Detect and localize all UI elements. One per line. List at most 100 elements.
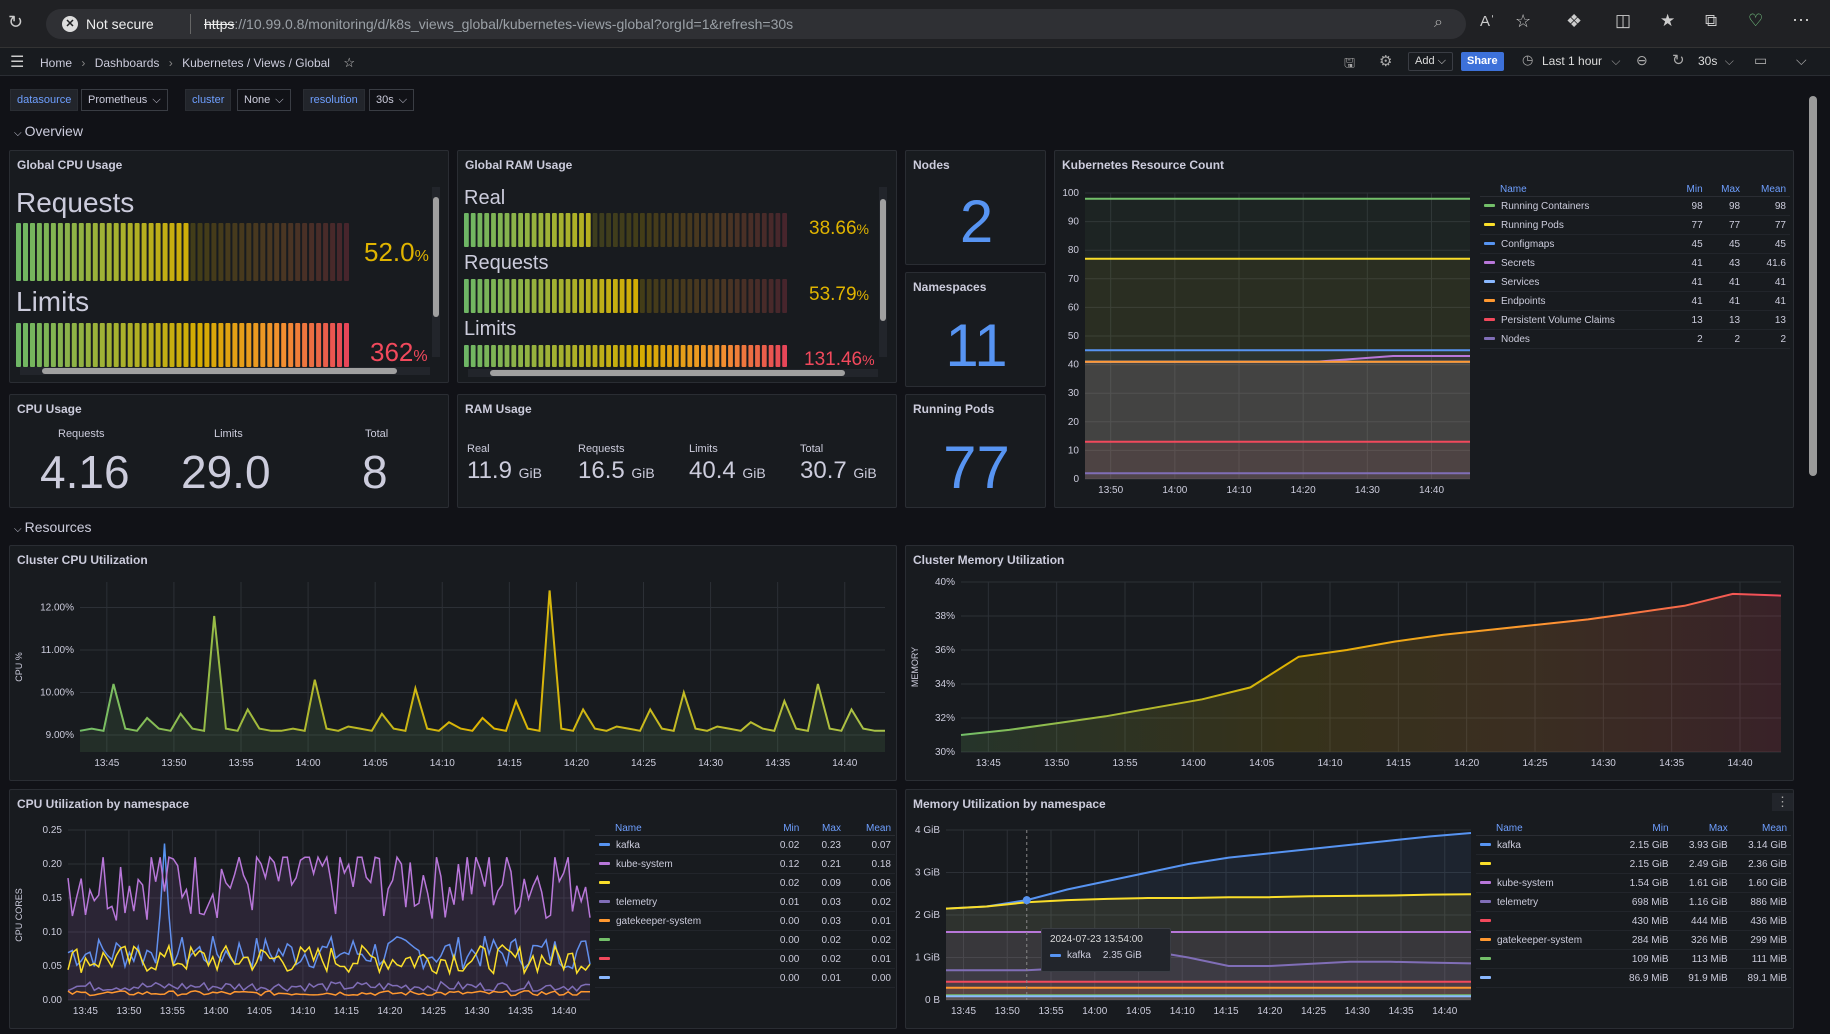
legend-row[interactable]: 0.00 0.02 0.01 xyxy=(595,949,895,969)
legend-row[interactable]: 430 MiB 444 MiB 436 MiB xyxy=(1476,911,1791,931)
gauge-cell xyxy=(344,323,349,367)
legend-row[interactable]: 0.00 0.01 0.00 xyxy=(595,968,895,988)
legend-value: 326 MiB xyxy=(1672,930,1732,950)
gauge-cell xyxy=(148,323,154,367)
variable-select-resolution[interactable]: 30s ⌵ xyxy=(369,89,415,111)
row-resources[interactable]: ⌵ Resources xyxy=(14,519,92,535)
legend-row[interactable]: 2.15 GiB 2.49 GiB 2.36 GiB xyxy=(1476,854,1791,874)
legend-row[interactable]: Secrets 41 43 41.6 xyxy=(1480,253,1790,273)
time-range-picker[interactable]: Last 1 hour ⌵ xyxy=(1542,54,1621,68)
legend-header-name[interactable]: Name xyxy=(1480,183,1674,197)
legend-row[interactable]: telemetry 698 MiB 1.16 GiB 886 MiB xyxy=(1476,892,1791,912)
zoom-icon[interactable]: ⌕ xyxy=(1434,14,1443,31)
address-bar[interactable]: ✕ Not secure https://10.99.0.8/monitorin… xyxy=(46,9,1466,39)
settings-gear-icon[interactable]: ⚙ xyxy=(1379,53,1393,70)
legend-header-mean[interactable]: Mean xyxy=(1744,183,1790,197)
legend-row[interactable]: Endpoints 41 41 41 xyxy=(1480,291,1790,311)
scrollbar-thumb[interactable] xyxy=(880,199,886,321)
gauge-cell xyxy=(464,345,469,367)
page-scrollbar[interactable] xyxy=(1806,78,1820,1034)
legend-header-min[interactable]: Min xyxy=(761,822,804,836)
legend-row[interactable]: 109 MiB 113 MiB 111 MiB xyxy=(1476,949,1791,969)
not-secure-label[interactable]: Not secure xyxy=(86,16,154,32)
legend-value: 698 MiB xyxy=(1613,892,1673,912)
scrollbar-thumb[interactable] xyxy=(42,368,397,374)
legend-row[interactable]: kube-system 1.54 GiB 1.61 GiB 1.60 GiB xyxy=(1476,873,1791,893)
add-button[interactable]: Add ⌵ xyxy=(1408,52,1453,71)
menu-icon[interactable]: ☰ xyxy=(10,54,25,71)
share-button[interactable]: Share xyxy=(1461,52,1504,71)
url-text[interactable]: https://10.99.0.8/monitoring/d/k8s_views… xyxy=(204,16,793,32)
breadcrumb-current[interactable]: Kubernetes / Views / Global xyxy=(182,56,330,70)
gauge-cell xyxy=(239,323,245,367)
read-aloud-icon[interactable]: Aˈ xyxy=(1480,13,1495,30)
legend-header-min[interactable]: Min xyxy=(1673,183,1707,197)
scrollbar-thumb[interactable] xyxy=(433,197,439,317)
tv-mode-icon[interactable]: ▭ xyxy=(1754,52,1768,68)
legend-header-max[interactable]: Max xyxy=(1672,822,1732,836)
vertical-scrollbar[interactable] xyxy=(879,187,887,357)
legend-row[interactable]: Configmaps 45 45 45 xyxy=(1480,234,1790,254)
legend-row[interactable]: Persistent Volume Claims 13 13 13 xyxy=(1480,310,1790,330)
legend-row[interactable]: telemetry 0.01 0.03 0.02 xyxy=(595,892,895,912)
legend-row[interactable]: gatekeeper-system 284 MiB 326 MiB 299 MiB xyxy=(1476,930,1791,950)
refresh-interval-picker[interactable]: 30s ⌵ xyxy=(1698,54,1734,68)
breadcrumb-home[interactable]: Home xyxy=(40,56,73,70)
legend-row[interactable]: 0.00 0.02 0.02 xyxy=(595,930,895,950)
horizontal-scrollbar[interactable] xyxy=(468,369,878,377)
gauge-cell xyxy=(288,223,294,281)
vertical-scrollbar[interactable] xyxy=(432,187,440,357)
legend-header-max[interactable]: Max xyxy=(803,822,845,836)
legend-label: kafka xyxy=(616,839,640,851)
legend-header-max[interactable]: Max xyxy=(1706,183,1745,197)
row-overview[interactable]: ⌵ Overview xyxy=(14,123,83,139)
legend-row[interactable]: Running Containers 98 98 98 xyxy=(1480,196,1790,216)
legend-header-name[interactable]: Name xyxy=(1476,822,1614,836)
gauge-cell xyxy=(538,345,544,367)
legend-label: Running Pods xyxy=(1501,219,1564,231)
scrollbar-thumb[interactable] xyxy=(490,370,845,376)
zoom-out-icon[interactable]: ⊖ xyxy=(1636,52,1648,68)
legend-name: kafka xyxy=(595,835,762,855)
split-screen-icon[interactable]: ◫ xyxy=(1615,11,1632,30)
favorites-icon[interactable]: ★ xyxy=(1660,11,1676,30)
legend-row[interactable]: Running Pods 77 77 77 xyxy=(1480,215,1790,235)
legend-row[interactable]: 0.02 0.09 0.06 xyxy=(595,873,895,893)
gauge-cell xyxy=(748,213,754,247)
favorite-star-icon[interactable]: ☆ xyxy=(1515,11,1532,31)
legend-header-name[interactable]: Name xyxy=(595,822,762,836)
gauge-cell xyxy=(572,213,578,247)
horizontal-scrollbar[interactable] xyxy=(20,367,430,375)
collections-icon[interactable]: ⧉ xyxy=(1705,11,1718,30)
legend-row[interactable]: kafka 0.02 0.23 0.07 xyxy=(595,835,895,855)
legend-row[interactable]: kafka 2.15 GiB 3.93 GiB 3.14 GiB xyxy=(1476,835,1791,855)
legend-header-min[interactable]: Min xyxy=(1613,822,1673,836)
panel-menu-icon[interactable]: ⋮ xyxy=(1772,793,1793,811)
more-menu-icon[interactable]: ⋯ xyxy=(1792,10,1810,30)
legend-value: 0.01 xyxy=(803,968,845,988)
reload-icon[interactable]: ↻ xyxy=(8,12,24,32)
variable-select-datasource[interactable]: Prometheus ⌵ xyxy=(81,89,168,111)
star-icon[interactable]: ☆ xyxy=(343,55,355,70)
legend-name: Configmaps xyxy=(1480,234,1674,254)
legend-row[interactable]: 86.9 MiB 91.9 MiB 89.1 MiB xyxy=(1476,968,1791,988)
legend-row[interactable]: gatekeeper-system 0.00 0.03 0.01 xyxy=(595,911,895,931)
scrollbar-thumb[interactable] xyxy=(1809,96,1817,476)
breadcrumb-dashboards[interactable]: Dashboards xyxy=(94,56,160,70)
legend-name: Secrets xyxy=(1480,253,1674,273)
series-line xyxy=(67,854,591,921)
chevron-down-icon[interactable]: ⌵ xyxy=(1796,52,1807,68)
extensions-icon[interactable]: ❖ xyxy=(1566,11,1583,31)
gauge-cell xyxy=(775,279,781,313)
legend-header-mean[interactable]: Mean xyxy=(1731,822,1791,836)
legend-row[interactable]: Nodes 2 2 2 xyxy=(1480,329,1790,349)
refresh-icon[interactable]: ↻ xyxy=(1672,52,1685,69)
legend-header-mean[interactable]: Mean xyxy=(844,822,895,836)
save-icon[interactable]: 🖫 xyxy=(1344,55,1356,70)
gauge-cell xyxy=(511,345,517,367)
gauge-cell xyxy=(197,223,203,281)
legend-row[interactable]: Services 41 41 41 xyxy=(1480,272,1790,292)
legend-row[interactable]: kube-system 0.12 0.21 0.18 xyxy=(595,854,895,874)
variable-select-cluster[interactable]: None ⌵ xyxy=(237,89,291,111)
browser-essentials-icon[interactable]: ♡ xyxy=(1748,11,1764,30)
